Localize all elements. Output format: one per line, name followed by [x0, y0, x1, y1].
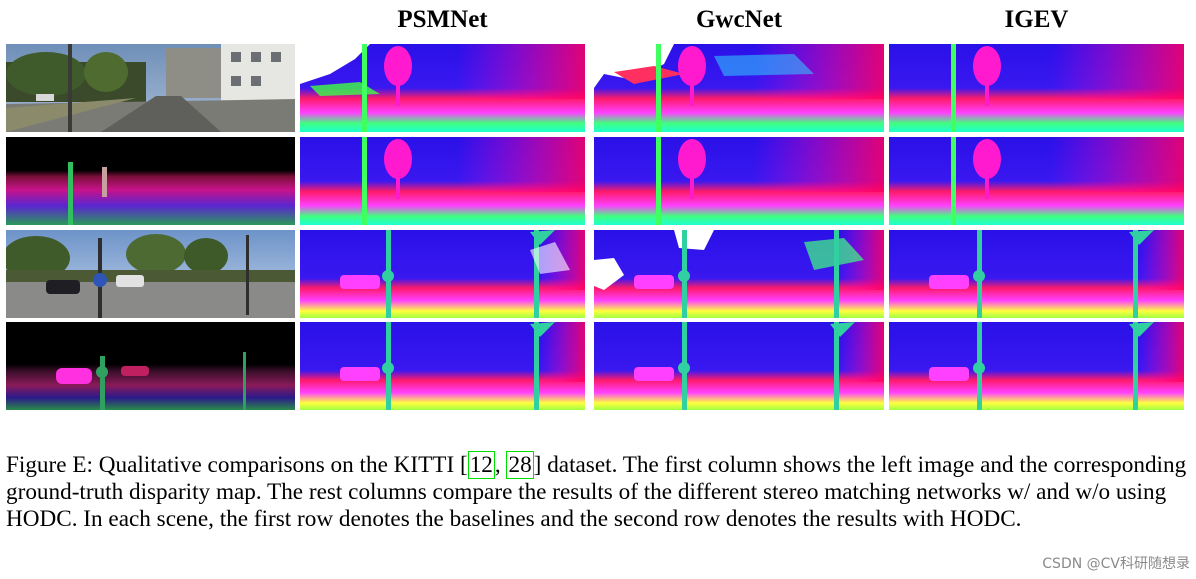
scene2-igev-hodc — [889, 322, 1184, 410]
scene1-ground-truth — [6, 137, 295, 225]
column-header-gwcnet: GwcNet — [695, 6, 783, 33]
figure-caption: Figure E: Qualitative comparisons on the… — [6, 451, 1192, 533]
scene2-gwcnet-hodc — [594, 322, 884, 410]
scene1-igev-hodc — [889, 137, 1184, 225]
scene1-psmnet-hodc — [300, 137, 585, 225]
column-header-psmnet: PSMNet — [397, 6, 488, 33]
scene2-psmnet-hodc — [300, 322, 585, 410]
caption-cite-sep: , — [494, 452, 507, 478]
caption-lead: Figure E: Qualitative comparisons on the… — [6, 452, 468, 478]
watermark: CSDN @CV科研随想录 — [1042, 556, 1190, 572]
citation-link-28[interactable]: 28 — [506, 451, 534, 479]
caption-body: ] dataset. The first column shows the le… — [6, 452, 1187, 532]
scene1-left-image — [6, 44, 295, 132]
scene1-psmnet-baseline — [300, 44, 585, 132]
citation-link-12[interactable]: 12 — [467, 451, 495, 479]
scene2-gwcnet-baseline — [594, 230, 884, 318]
column-header-igev: IGEV — [1004, 6, 1069, 33]
scene1-igev-baseline — [889, 44, 1184, 132]
scene2-igev-baseline — [889, 230, 1184, 318]
scene1-gwcnet-baseline — [594, 44, 884, 132]
scene2-psmnet-baseline — [300, 230, 585, 318]
scene2-ground-truth — [6, 322, 295, 410]
scene1-gwcnet-hodc — [594, 137, 884, 225]
scene2-left-image — [6, 230, 295, 318]
